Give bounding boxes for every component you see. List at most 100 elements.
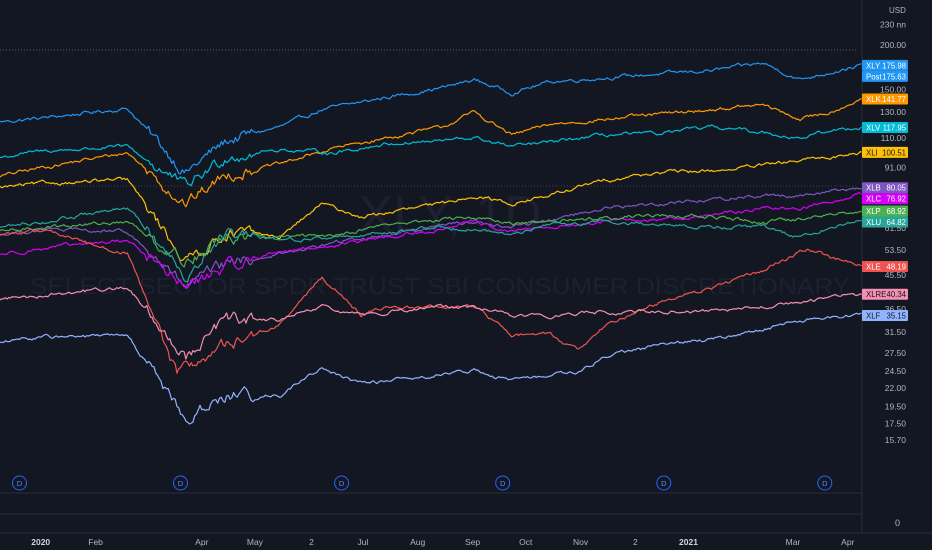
price-tick-label: 200.00 — [880, 40, 906, 50]
time-tick-label: Feb — [88, 537, 103, 547]
price-label-bg — [862, 70, 908, 82]
price-label-bg — [862, 93, 908, 105]
price-label-symbol: XLC — [866, 195, 882, 204]
series-line-xlb[interactable] — [0, 187, 863, 289]
series-line-xly[interactable] — [0, 62, 863, 175]
price-tick-label: 110.00 — [881, 133, 907, 143]
price-label-value: 35.15 — [886, 312, 906, 321]
price-tick-label: 91.00 — [885, 162, 907, 172]
price-label-bg — [862, 122, 908, 133]
dividend-marker-label: D — [500, 479, 506, 488]
series-line-xli[interactable] — [0, 151, 863, 262]
price-label-value: 175.98 — [882, 61, 906, 70]
dividend-marker-label: D — [178, 479, 184, 488]
price-label-symbol: XLY — [866, 61, 881, 70]
price-tick-label: 130.00 — [880, 107, 906, 117]
price-tick-label: 45.50 — [885, 270, 907, 280]
dividend-marker-circle — [817, 475, 833, 491]
series-line-xlu[interactable] — [0, 207, 863, 283]
price-label-value: 175.63 — [882, 72, 906, 81]
price-label-xlf[interactable]: XLF 35.15 — [862, 310, 908, 321]
price-label-symbol: XLI — [866, 148, 878, 157]
price-label-xlb[interactable]: XLB 80.05 — [862, 182, 908, 194]
dividend-marker[interactable]: D — [495, 475, 511, 491]
price-tick-label: 53.50 — [885, 245, 907, 255]
price-label-value: 80.05 — [886, 184, 906, 193]
price-axis[interactable]: 230 nn200.00175.00150.00130.00110.0091.0… — [861, 0, 908, 533]
time-tick-label: May — [247, 537, 264, 547]
series-line-xle[interactable] — [0, 228, 863, 374]
dividend-marker[interactable]: D — [334, 475, 350, 491]
price-label-symbol: XLRE — [866, 290, 886, 299]
price-label-symbol: XLE — [866, 263, 881, 272]
price-tick-label: 27.50 — [885, 348, 907, 358]
price-label-xlu[interactable]: XLU 64.82 — [862, 216, 908, 228]
price-label-xlre[interactable]: XLRE 40.34 — [862, 288, 908, 300]
price-label-value: 100.51 — [882, 148, 906, 157]
watermark-description: SELECT SECTOR SPDR TRUST SBI CONSUMER DI… — [30, 273, 850, 299]
dividend-marker-label: D — [661, 479, 667, 488]
currency-label: USD — [889, 6, 906, 15]
price-label-post[interactable]: Post 175.63 — [862, 70, 908, 82]
price-label-value: 76.92 — [886, 195, 906, 204]
price-label-symbol: XLV — [866, 124, 881, 133]
price-label-bg — [862, 205, 908, 217]
price-label-value: 40.34 — [886, 290, 906, 299]
series-line-xlk[interactable] — [0, 98, 863, 208]
series-line-xlc[interactable] — [0, 191, 863, 289]
dividend-marker[interactable]: D — [173, 475, 188, 491]
dividend-marker[interactable]: D — [817, 475, 833, 491]
time-tick-label: Oct — [519, 537, 533, 547]
price-tick-label: 150.00 — [880, 85, 906, 95]
dividend-marker-label: D — [339, 479, 345, 488]
price-label-xlp[interactable]: XLP 68.92 — [862, 205, 908, 217]
price-label-bg — [862, 182, 908, 194]
price-tick-label: 31.50 — [885, 327, 907, 337]
price-label-bg — [862, 310, 908, 321]
price-label-symbol: XLK — [866, 95, 882, 104]
dividend-marker-circle — [173, 475, 188, 491]
time-tick-label: 2 — [633, 537, 638, 547]
series-layer — [0, 62, 863, 425]
dividend-marker[interactable]: D — [656, 475, 672, 491]
dividend-marker-circle — [495, 475, 511, 491]
dividend-marker[interactable]: D — [12, 475, 27, 491]
series-line-xlre[interactable] — [0, 286, 863, 360]
price-label-xli[interactable]: XLI 100.51 — [862, 146, 908, 158]
time-tick-label: Aug — [410, 537, 425, 547]
price-label-xlc[interactable]: XLC 76.92 — [862, 193, 908, 205]
dividend-marker-circle — [12, 475, 27, 491]
price-label-xlk[interactable]: XLK 141.77 — [862, 93, 908, 105]
price-label-bg — [862, 261, 908, 272]
price-label-xle[interactable]: XLE 48.19 — [862, 261, 908, 272]
price-label-xly[interactable]: XLY 175.98 — [862, 59, 908, 71]
price-tick-label: 15.70 — [885, 435, 907, 445]
price-label-bg — [862, 146, 908, 158]
series-line-xlv[interactable] — [0, 124, 863, 187]
dividend-marker-circle — [334, 475, 350, 491]
dividend-marker-label: D — [17, 479, 23, 488]
time-tick-label: Jul — [357, 537, 368, 547]
time-tick-label: Mar — [786, 537, 801, 547]
price-tick-label: 24.50 — [885, 366, 907, 376]
price-tick-label: 230 nn — [880, 20, 906, 30]
dividend-marker-label: D — [822, 479, 828, 488]
time-tick-label: Apr — [841, 537, 854, 547]
price-tick-label: 17.50 — [885, 418, 907, 428]
price-label-value: 141.77 — [882, 95, 906, 104]
price-label-symbol: Post — [866, 72, 882, 81]
time-tick-label: 2021 — [679, 537, 698, 547]
price-label-symbol: XLB — [866, 184, 881, 193]
time-tick-label: Nov — [573, 537, 589, 547]
price-label-value: 68.92 — [886, 207, 906, 216]
time-tick-label: 2 — [309, 537, 314, 547]
time-axis[interactable]: 2020 Feb Apr May 2 Jul Aug Sep Oct Nov 2 2021 Mar Apr — [0, 532, 932, 547]
time-tick-label: 2020 — [31, 537, 50, 547]
series-line-xlf[interactable] — [0, 312, 863, 425]
price-label-bg — [862, 216, 908, 228]
series-line-xlp[interactable] — [0, 210, 863, 268]
price-label-xlv[interactable]: XLV 117.95 — [862, 122, 908, 133]
price-label-bg — [862, 59, 908, 71]
